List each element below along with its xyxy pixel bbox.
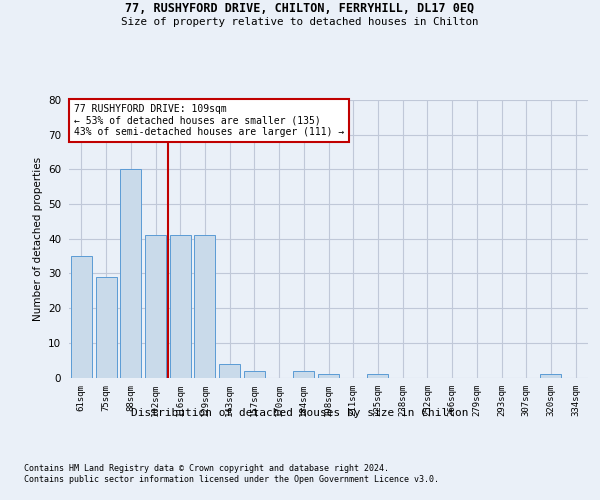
Bar — [244, 370, 265, 378]
Bar — [541, 374, 562, 378]
Bar — [293, 370, 314, 378]
Bar — [318, 374, 339, 378]
Text: Distribution of detached houses by size in Chilton: Distribution of detached houses by size … — [131, 408, 469, 418]
Bar — [95, 277, 116, 378]
Text: Contains public sector information licensed under the Open Government Licence v3: Contains public sector information licen… — [24, 475, 439, 484]
Text: 77, RUSHYFORD DRIVE, CHILTON, FERRYHILL, DL17 0EQ: 77, RUSHYFORD DRIVE, CHILTON, FERRYHILL,… — [125, 2, 475, 16]
Y-axis label: Number of detached properties: Number of detached properties — [32, 156, 43, 321]
Bar — [71, 256, 92, 378]
Bar — [145, 236, 166, 378]
Bar — [120, 170, 141, 378]
Text: Contains HM Land Registry data © Crown copyright and database right 2024.: Contains HM Land Registry data © Crown c… — [24, 464, 389, 473]
Text: Size of property relative to detached houses in Chilton: Size of property relative to detached ho… — [121, 17, 479, 27]
Bar — [170, 236, 191, 378]
Bar — [219, 364, 240, 378]
Bar — [194, 236, 215, 378]
Text: 77 RUSHYFORD DRIVE: 109sqm
← 53% of detached houses are smaller (135)
43% of sem: 77 RUSHYFORD DRIVE: 109sqm ← 53% of deta… — [74, 104, 344, 138]
Bar — [367, 374, 388, 378]
